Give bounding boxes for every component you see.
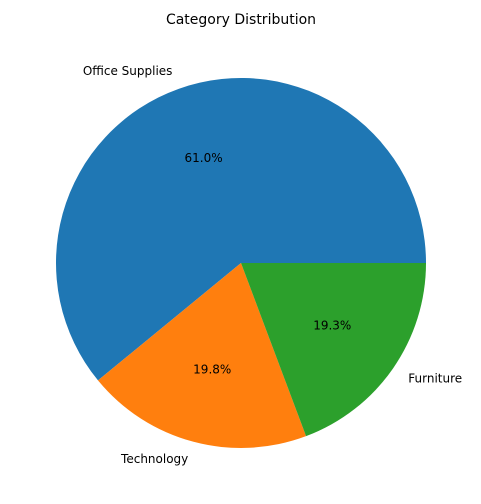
- slice-furniture: [241, 263, 426, 437]
- slice-label-furniture: Furniture: [408, 371, 462, 385]
- slice-percent-technology: 19.8%: [193, 363, 231, 377]
- slice-office-supplies: [56, 77, 427, 381]
- pie-labels: Office Supplies 61.0% Technology 19.8% Furni…: [83, 64, 462, 466]
- chart-title: Category Distribution: [166, 12, 316, 28]
- slice-technology: [98, 263, 307, 448]
- pie-slices: [56, 77, 427, 448]
- slice-percent-office-supplies: 61.0%: [185, 151, 223, 165]
- slice-label-technology: Technology: [120, 452, 188, 466]
- slice-percent-furniture: 19.3%: [313, 319, 351, 333]
- slice-label-office-supplies: Office Supplies: [83, 64, 173, 78]
